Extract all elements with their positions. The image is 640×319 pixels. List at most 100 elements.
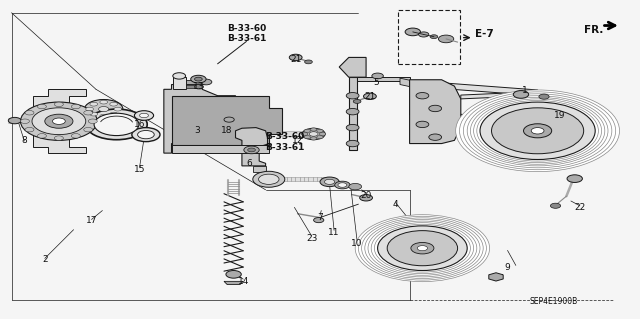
Circle shape xyxy=(100,114,108,118)
Text: 22: 22 xyxy=(574,204,586,212)
Text: 13: 13 xyxy=(193,82,204,91)
Circle shape xyxy=(248,148,255,152)
Circle shape xyxy=(138,130,154,139)
Polygon shape xyxy=(410,110,486,121)
Circle shape xyxy=(25,127,34,132)
Text: 7: 7 xyxy=(317,213,323,222)
Text: FR.: FR. xyxy=(584,25,604,35)
Polygon shape xyxy=(93,104,102,108)
Circle shape xyxy=(346,93,359,99)
Circle shape xyxy=(346,108,359,115)
Text: 23: 23 xyxy=(306,234,317,243)
Polygon shape xyxy=(400,78,422,89)
Circle shape xyxy=(140,113,148,118)
Circle shape xyxy=(429,134,442,140)
Circle shape xyxy=(474,99,602,163)
Circle shape xyxy=(86,107,93,111)
Polygon shape xyxy=(164,85,236,153)
Circle shape xyxy=(549,112,559,117)
Circle shape xyxy=(94,113,139,136)
Circle shape xyxy=(72,104,81,109)
Circle shape xyxy=(84,128,93,132)
Circle shape xyxy=(463,94,612,168)
Circle shape xyxy=(304,129,310,132)
Circle shape xyxy=(550,203,561,208)
Text: 6: 6 xyxy=(247,159,252,168)
Circle shape xyxy=(37,104,47,109)
Text: 16: 16 xyxy=(134,120,145,129)
Circle shape xyxy=(90,112,97,116)
Circle shape xyxy=(492,108,584,154)
Circle shape xyxy=(90,102,97,106)
Polygon shape xyxy=(186,85,198,88)
Circle shape xyxy=(539,94,549,99)
Circle shape xyxy=(32,108,86,135)
Circle shape xyxy=(134,111,154,120)
Circle shape xyxy=(358,216,486,280)
Circle shape xyxy=(338,183,347,187)
Circle shape xyxy=(319,132,326,136)
Circle shape xyxy=(353,100,361,103)
Text: 8: 8 xyxy=(22,137,27,145)
Circle shape xyxy=(84,111,93,115)
Polygon shape xyxy=(461,93,518,99)
Text: 1: 1 xyxy=(522,86,527,95)
Circle shape xyxy=(200,79,212,85)
Circle shape xyxy=(302,128,325,140)
Circle shape xyxy=(253,171,285,187)
Circle shape xyxy=(405,28,420,36)
Polygon shape xyxy=(172,145,269,153)
Text: E-7: E-7 xyxy=(475,29,493,39)
Circle shape xyxy=(467,96,608,166)
Circle shape xyxy=(430,35,438,39)
Circle shape xyxy=(513,91,529,98)
Text: 21: 21 xyxy=(364,92,376,101)
Polygon shape xyxy=(349,77,357,150)
Text: B-33-60
B-33-61: B-33-60 B-33-61 xyxy=(266,132,305,152)
Circle shape xyxy=(195,77,202,81)
Circle shape xyxy=(20,119,29,123)
Circle shape xyxy=(20,102,97,140)
Text: 19: 19 xyxy=(554,111,566,120)
Circle shape xyxy=(460,92,616,170)
Circle shape xyxy=(524,124,552,138)
Text: 9: 9 xyxy=(504,263,509,271)
Circle shape xyxy=(419,32,429,37)
Circle shape xyxy=(8,117,21,124)
Text: B-33-60
B-33-61: B-33-60 B-33-61 xyxy=(227,24,266,43)
Circle shape xyxy=(304,136,310,139)
Circle shape xyxy=(86,109,147,140)
Circle shape xyxy=(387,231,458,266)
Text: 17: 17 xyxy=(86,216,97,225)
Circle shape xyxy=(84,100,123,119)
Circle shape xyxy=(54,136,63,140)
Text: 11: 11 xyxy=(328,228,340,237)
Circle shape xyxy=(346,140,359,147)
Circle shape xyxy=(305,60,312,64)
Circle shape xyxy=(45,114,73,128)
Text: 15: 15 xyxy=(134,165,145,174)
Circle shape xyxy=(110,112,118,116)
Circle shape xyxy=(195,85,204,89)
Circle shape xyxy=(429,105,442,112)
Polygon shape xyxy=(410,80,461,144)
Circle shape xyxy=(371,223,474,274)
Circle shape xyxy=(438,35,454,43)
Circle shape xyxy=(191,75,206,83)
Text: 14: 14 xyxy=(237,277,249,286)
Polygon shape xyxy=(339,57,366,77)
Circle shape xyxy=(362,218,483,278)
Circle shape xyxy=(355,215,490,282)
Text: 3: 3 xyxy=(195,126,200,135)
Circle shape xyxy=(456,90,620,172)
Circle shape xyxy=(349,183,362,190)
Circle shape xyxy=(480,102,595,160)
Circle shape xyxy=(477,100,598,161)
Text: 10: 10 xyxy=(351,239,363,248)
Text: 18: 18 xyxy=(221,126,233,135)
Text: 4: 4 xyxy=(393,200,398,209)
Circle shape xyxy=(417,246,428,251)
Circle shape xyxy=(365,219,480,277)
Circle shape xyxy=(314,218,324,223)
Circle shape xyxy=(320,177,339,187)
